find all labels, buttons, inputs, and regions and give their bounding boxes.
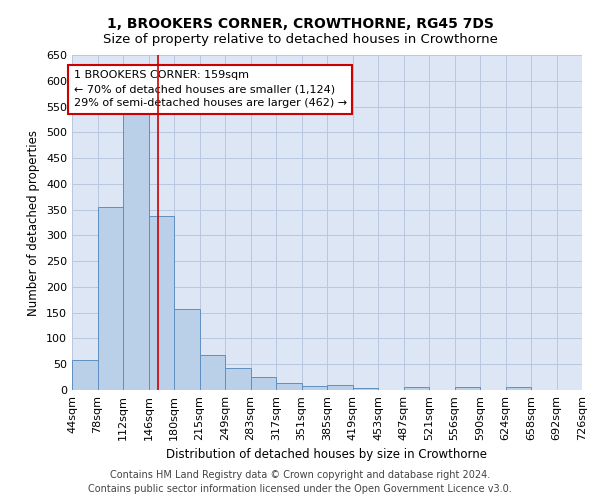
Text: 1 BROOKERS CORNER: 159sqm
← 70% of detached houses are smaller (1,124)
29% of se: 1 BROOKERS CORNER: 159sqm ← 70% of detac… — [74, 70, 347, 108]
Text: Size of property relative to detached houses in Crowthorne: Size of property relative to detached ho… — [103, 32, 497, 46]
Bar — [225, 368, 251, 390]
Bar — [72, 360, 97, 390]
Bar — [199, 355, 225, 390]
Bar — [404, 388, 429, 390]
Text: 1, BROOKERS CORNER, CROWTHORNE, RG45 7DS: 1, BROOKERS CORNER, CROWTHORNE, RG45 7DS — [107, 18, 493, 32]
Bar — [251, 377, 276, 390]
Y-axis label: Number of detached properties: Number of detached properties — [28, 130, 40, 316]
Text: Contains HM Land Registry data © Crown copyright and database right 2024.
Contai: Contains HM Land Registry data © Crown c… — [88, 470, 512, 494]
Bar — [97, 207, 123, 390]
X-axis label: Distribution of detached houses by size in Crowthorne: Distribution of detached houses by size … — [167, 448, 487, 462]
Bar — [353, 388, 378, 390]
Bar — [302, 386, 327, 390]
Bar — [276, 384, 302, 390]
Bar — [327, 386, 353, 390]
Bar — [123, 112, 149, 390]
Bar — [455, 388, 480, 390]
Bar — [505, 388, 531, 390]
Bar — [174, 309, 199, 390]
Bar — [149, 216, 174, 390]
